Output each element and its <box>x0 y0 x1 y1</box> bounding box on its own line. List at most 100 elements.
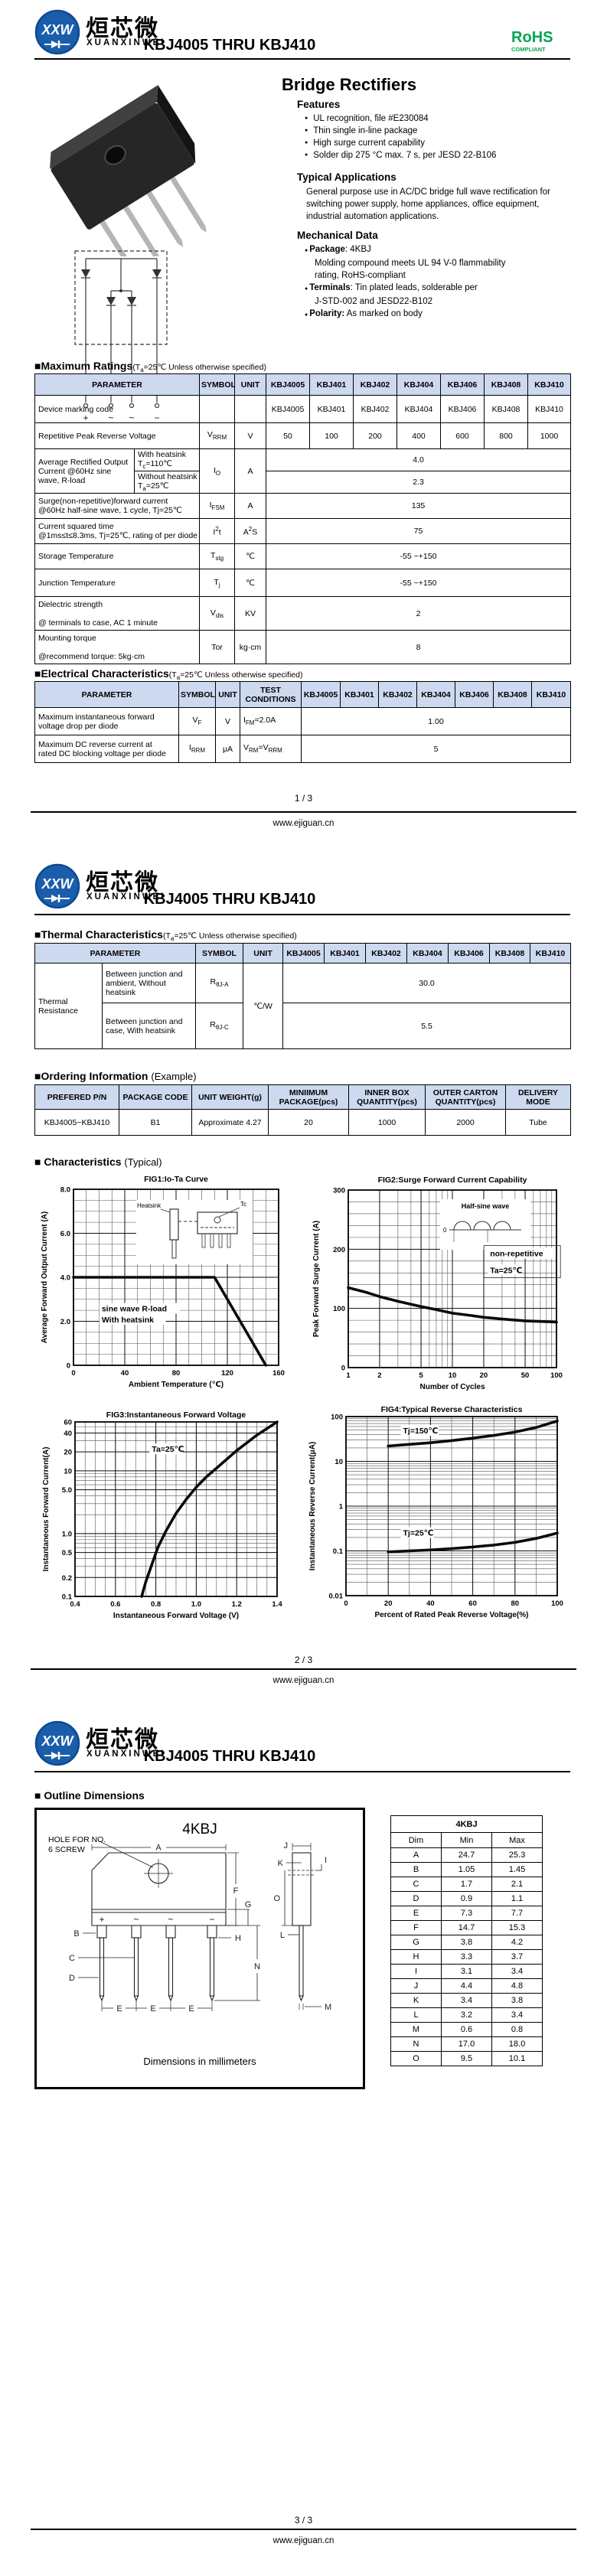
svg-text:160: 160 <box>272 1369 285 1378</box>
svg-text:Percent of Rated Peak Reverse: Percent of Rated Peak Reverse Voltage(%) <box>374 1611 528 1619</box>
svg-text:1.0: 1.0 <box>191 1600 201 1609</box>
company-logo-icon: XXW <box>34 1720 80 1766</box>
svg-text:M: M <box>325 2003 331 2012</box>
fig3-forward-voltage-chart: Ta=25℃ 0.4 0.6 0.8 1.0 1.2 1.4 0.1 0.2 0.5 1.0 5.0 1… <box>42 1410 282 1620</box>
header-rule <box>34 58 570 60</box>
dimensions-note: Dimensions in millimeters <box>143 2056 256 2067</box>
svg-text:80: 80 <box>172 1369 181 1378</box>
svg-text:Half-sine wave: Half-sine wave <box>462 1202 510 1210</box>
svg-text:1.4: 1.4 <box>272 1600 282 1609</box>
svg-text:0.8: 0.8 <box>151 1600 161 1609</box>
svg-text:0: 0 <box>341 1365 345 1373</box>
feature-item: ● Solder dip 275 °C max. 7 s, per JESD 22… <box>305 151 497 160</box>
svg-text:−: − <box>209 1914 214 1925</box>
dim-row: J 4.4 4.8 <box>390 1978 543 1994</box>
logo-en-text: XUANXINWEI <box>86 1749 166 1759</box>
outline-drawing: A B C D E E E F G H N I J K O L M + ~ ~ … <box>69 1841 331 2014</box>
svg-text:0.1: 0.1 <box>62 1593 73 1602</box>
svg-text:Ta=25℃: Ta=25℃ <box>152 1445 184 1454</box>
dim-row: B 1.05 1.45 <box>390 1862 543 1877</box>
svg-text:Average Forward Output Current: Average Forward Output Current (A) <box>41 1211 49 1343</box>
svg-text:200: 200 <box>333 1246 345 1254</box>
mech-line: J-STD-002 and JESD22-B102 <box>315 297 433 306</box>
logo-en-text: XUANXINWEI <box>86 892 166 902</box>
svg-text:E: E <box>116 2004 122 2014</box>
dim-row: E 7.3 7.7 <box>390 1906 543 1921</box>
mech-list: ● Package: 4KBJ Molding compound meets UL… <box>305 243 573 321</box>
table-row: Current squared time @1ms≤t≤8.3ms, Tj=25℃… <box>34 518 572 545</box>
ordering-table: PREFERED P/N PACKAGE CODE UNIT WEIGHT(g) MI… <box>34 1084 571 1136</box>
svg-text:1.2: 1.2 <box>232 1600 242 1609</box>
svg-text:XXW: XXW <box>41 1733 74 1749</box>
page-number: 3 / 3 <box>294 2515 313 2525</box>
mech-line: Molding compound meets UL 94 V-0 flammab… <box>315 259 506 268</box>
svg-text:0: 0 <box>71 1369 75 1378</box>
section-heading-outline: ■ Outline Dimensions <box>34 1789 145 1802</box>
product-name: Bridge Rectifiers <box>282 75 417 94</box>
svg-text:20: 20 <box>480 1371 488 1380</box>
svg-text:I: I <box>325 1856 327 1865</box>
svg-text:100: 100 <box>331 1414 343 1422</box>
svg-text:non-repetitive: non-repetitive <box>490 1250 543 1259</box>
section-heading-ordering: ■Ordering Information (Example) <box>34 1070 197 1082</box>
svg-text:+: + <box>99 1914 104 1925</box>
svg-text:1: 1 <box>346 1371 351 1380</box>
table-row: Junction Temperature Tj ℃ -55 ~+150 <box>34 569 572 598</box>
svg-text:2: 2 <box>377 1371 381 1380</box>
svg-text:XXW: XXW <box>41 876 74 892</box>
logo-en-text: XUANXINWEI <box>86 38 166 47</box>
svg-text:300: 300 <box>333 1187 345 1195</box>
svg-text:6.0: 6.0 <box>60 1230 70 1238</box>
mech-line: ● Polarity: As marked on body <box>305 309 423 318</box>
svg-text:N: N <box>254 1962 260 1971</box>
dim-row: I 3.1 3.4 <box>390 1964 543 1979</box>
page-number: 1 / 3 <box>294 793 313 804</box>
svg-text:80: 80 <box>511 1599 520 1608</box>
svg-text:0.4: 0.4 <box>70 1600 80 1609</box>
svg-text:FIG4:Typical Reverse Character: FIG4:Typical Reverse Characteristics <box>381 1405 523 1414</box>
svg-text:C: C <box>69 1954 75 1963</box>
svg-text:Instantaneous Reverse Current(: Instantaneous Reverse Current(μA) <box>308 1442 317 1570</box>
svg-text:Peak Forward Surge Current (A): Peak Forward Surge Current (A) <box>312 1221 321 1337</box>
table-header-row: PREFERED P/N PACKAGE CODE UNIT WEIGHT(g) MI… <box>34 1084 571 1110</box>
svg-text:FIG2:Surge Forward Current Cap: FIG2:Surge Forward Current Capability <box>378 1176 527 1185</box>
svg-text:8.0: 8.0 <box>60 1186 70 1195</box>
svg-text:L: L <box>280 1931 285 1940</box>
dim-row: G 3.8 4.2 <box>390 1935 543 1950</box>
svg-text:100: 100 <box>333 1305 345 1313</box>
svg-text:10: 10 <box>64 1467 72 1475</box>
apps-text: General purpose use in AC/DC bridge full… <box>306 187 550 221</box>
mech-line: rating, RoHS-compliant <box>315 271 406 280</box>
svg-text:0.1: 0.1 <box>333 1547 344 1556</box>
svg-text:5: 5 <box>419 1371 423 1380</box>
svg-text:10: 10 <box>449 1371 457 1380</box>
mech-line: ● Terminals: Tin plated leads, solderabl… <box>305 283 478 292</box>
svg-text:~: ~ <box>133 1914 139 1925</box>
dim-row: N 17.0 18.0 <box>390 2036 543 2052</box>
svg-text:Instantaneous Forward Voltage: Instantaneous Forward Voltage (V) <box>113 1612 239 1620</box>
fig1-io-ta-chart: Heatsink Tc sine wave R-load With heatsink 0… <box>41 1175 285 1389</box>
site-url: www.ejiguan.cn <box>272 2536 335 2545</box>
outline-drawing-box <box>34 1808 365 2089</box>
table-header-row: PARAMETER SYMBOL UNIT TEST CONDITIONS KBJ40… <box>34 681 571 708</box>
svg-text:20: 20 <box>384 1599 393 1608</box>
svg-text:0.6: 0.6 <box>110 1600 120 1609</box>
svg-text:1.0: 1.0 <box>62 1530 72 1538</box>
svg-text:2.0: 2.0 <box>60 1318 70 1326</box>
bullet-icon: ● <box>305 152 308 158</box>
svg-text:FIG1:Io-Ta Curve: FIG1:Io-Ta Curve <box>144 1175 208 1184</box>
dim-table-header-row: Dim Min Max <box>390 1832 543 1848</box>
dim-row: A 24.7 25.3 <box>390 1847 543 1863</box>
max-ratings-table: PARAMETER SYMBOL UNIT KBJ4005 KBJ401 KBJ402 K… <box>34 373 572 665</box>
rohs-badge: RoHS COMPLIANT <box>511 29 553 53</box>
section-heading-max-ratings: ■Maximum Ratings(Ta=25℃ Unless otherwise… <box>34 360 266 374</box>
table-row: Repetitive Peak Reverse Voltage VRRM V 5… <box>34 422 572 449</box>
thermal-table: PARAMETER SYMBOL UNIT KBJ4005 KBJ401 KBJ402 K… <box>34 943 572 1049</box>
svg-text:Tj=150℃: Tj=150℃ <box>403 1427 439 1436</box>
table-row: Maximum instantaneous forward voltage dro… <box>34 707 571 735</box>
fig4-reverse-characteristics-chart: Tj=150℃ Tj=25℃ 0 20 40 60 80 100 0.01 0.1 1 10 100 FI… <box>308 1405 563 1619</box>
table-row: Storage Temperature Tstg ℃ -55 ~+150 <box>34 543 572 570</box>
table-row: KBJ4005~KBJ410 B1 Approximate 4.27 20 1000 20… <box>34 1109 571 1136</box>
svg-text:40: 40 <box>426 1599 435 1608</box>
svg-text:G: G <box>245 1900 252 1909</box>
